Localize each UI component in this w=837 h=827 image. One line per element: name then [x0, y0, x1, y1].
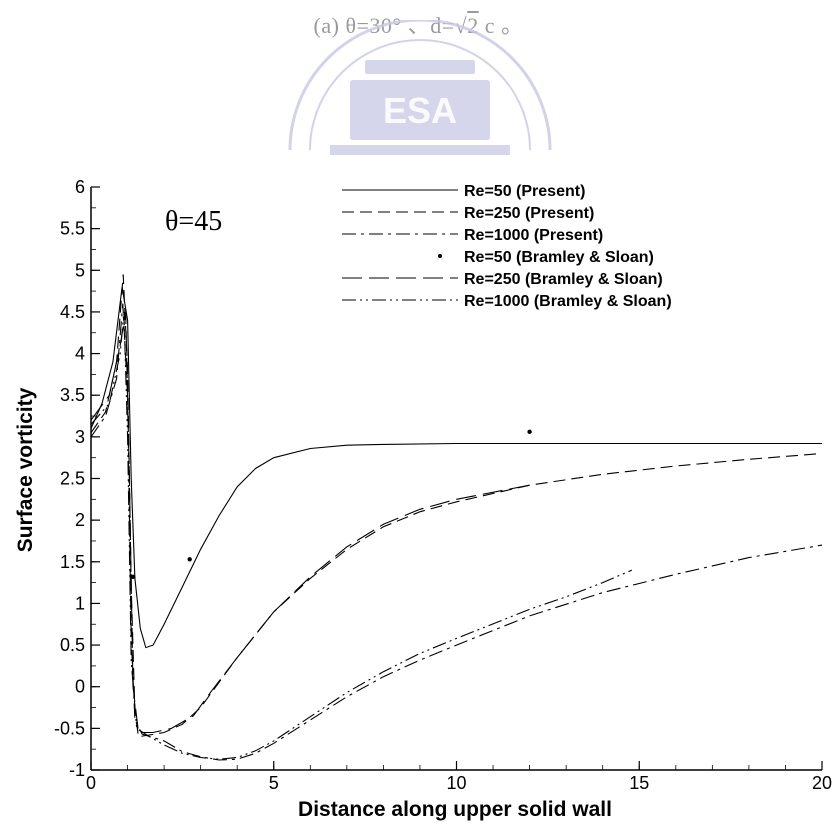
legend-label: Re=250 (Bramley & Sloan): [464, 271, 663, 288]
legend-label: Re=50 (Present): [464, 183, 585, 200]
caption-suffix: c 。: [478, 13, 524, 38]
legend-marker: [438, 254, 442, 258]
y-tick-label: 0.5: [60, 635, 85, 655]
axes: -1 -0.5 0 0.5 1 1.5 2 2.5 3 3.5 4 4.5 5 5.5 6 0 5 10 15 20: [54, 177, 832, 793]
series-re-1000-bramley-sloan-line: [90, 311, 633, 760]
series-re-50-bramley-sloan-point: [187, 557, 192, 562]
series-re-1000-present-line: [90, 303, 823, 761]
y-tick-label: 5: [75, 260, 85, 280]
y-axis-title: Surface vorticity: [14, 387, 37, 552]
legend: Re=50 (Present) Re=250 (Present) Re=1000 (…: [342, 183, 672, 310]
x-tick-label: 15: [629, 773, 649, 793]
y-tick-label: 3.5: [60, 385, 85, 405]
y-tick-label: -1: [69, 760, 85, 780]
series-re-50-bramley-sloan-point: [130, 574, 136, 579]
x-tick-label: 10: [446, 773, 466, 793]
figure-caption: (a) θ=30° 、d=√2 c 。: [0, 8, 837, 40]
y-tick-label: -0.5: [54, 718, 85, 738]
series-re-250-present-line: [90, 274, 823, 738]
legend-label: Re=1000 (Present): [464, 227, 603, 244]
x-axis-title: Distance along upper solid wall: [298, 798, 612, 821]
legend-label: Re=250 (Present): [464, 205, 594, 222]
y-tick-label: 1.5: [60, 552, 85, 572]
theta-annotation: θ=45: [165, 206, 222, 237]
y-tick-label: 4.5: [60, 302, 85, 322]
watermark-text: ESA: [383, 90, 457, 131]
legend-label: Re=1000 (Bramley & Sloan): [464, 293, 672, 310]
caption-radicand: 2: [467, 13, 479, 38]
y-tick-label: 3: [75, 427, 85, 447]
x-tick-label: 5: [269, 773, 279, 793]
y-tick-label: 0: [75, 677, 85, 697]
y-tick-label: 4: [75, 344, 85, 364]
x-tick-label: 0: [86, 773, 96, 793]
y-tick-label: 1: [75, 593, 85, 613]
series-re-50-bramley-sloan-point: [527, 429, 532, 435]
y-tick-label: 2: [75, 510, 85, 530]
y-tick-label: 6: [75, 177, 85, 197]
legend-label: Re=50 (Bramley & Sloan): [464, 249, 654, 266]
x-tick-label: 20: [812, 773, 832, 793]
series-re-250-bramley-sloan-line: [90, 311, 530, 734]
university-seal-watermark: ESA: [288, 20, 552, 155]
series-layer: [90, 274, 823, 761]
series-re-50-present-line: [90, 286, 822, 649]
y-tick-label: 2.5: [60, 469, 85, 489]
y-tick-label: 5.5: [60, 219, 85, 239]
